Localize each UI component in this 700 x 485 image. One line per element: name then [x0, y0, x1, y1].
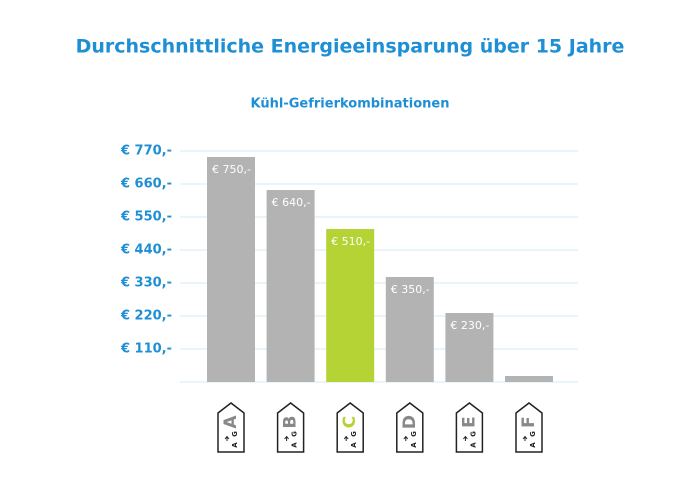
bar	[326, 229, 375, 382]
chart-title: Durchschnittliche Energieeinsparung über…	[76, 36, 625, 58]
scale-arrow	[463, 435, 468, 441]
scale-arrow	[403, 435, 409, 441]
scale-label: G	[231, 431, 239, 437]
value-label: € 350,-	[391, 283, 430, 296]
energy-label-shape	[515, 402, 543, 453]
value-label: € 640,-	[272, 196, 311, 209]
energy-label: C AG	[336, 402, 364, 453]
x-tick-label: B	[281, 416, 301, 429]
y-tick-label: € 440,-	[120, 243, 172, 258]
scale-label: G	[529, 431, 537, 437]
x-tick-label: A	[221, 415, 241, 429]
y-tick-label: € 770,-	[120, 144, 172, 159]
chart-subtitle: Kühl-Gefrierkombinationen	[251, 97, 450, 112]
x-tick-label: C	[340, 416, 360, 428]
bar	[505, 376, 553, 382]
scale-label: G	[410, 431, 418, 437]
y-tick-label: € 220,-	[120, 309, 172, 324]
energy-label: A AG	[217, 402, 245, 453]
value-label: € 750,-	[212, 163, 251, 176]
energy-label-shape	[276, 402, 305, 453]
scale-label: A	[291, 442, 299, 448]
value-label: € 510,-	[331, 235, 370, 248]
scale-label: G	[350, 431, 358, 437]
energy-label: B AG	[276, 402, 305, 453]
bar	[266, 190, 315, 382]
energy-label: D AG	[396, 402, 424, 453]
energy-label: E AG	[455, 402, 484, 453]
scale-arrow	[224, 435, 230, 441]
scale-label: A	[350, 442, 358, 448]
scale-label: G	[469, 431, 477, 437]
x-tick-label: F	[519, 416, 539, 428]
bar	[385, 277, 434, 382]
energy-label-shape	[396, 402, 424, 453]
energy-label-shape	[336, 402, 364, 453]
y-tick-label: € 330,-	[120, 276, 172, 291]
bar	[445, 313, 494, 382]
scale-label: A	[529, 442, 537, 448]
energy-label: F AG	[515, 402, 543, 453]
x-tick-label: E	[459, 416, 479, 428]
scale-label: G	[291, 431, 299, 437]
value-label: € 230,-	[450, 319, 489, 332]
x-tick-label: D	[400, 415, 420, 429]
scale-arrow	[343, 435, 349, 441]
y-tick-label: € 110,-	[120, 342, 172, 357]
scale-arrow	[284, 435, 289, 441]
scale-label: A	[469, 442, 477, 448]
bar	[207, 157, 255, 382]
scale-arrow	[522, 435, 528, 441]
y-tick-label: € 550,-	[120, 210, 172, 225]
energy-label-shape	[455, 402, 484, 453]
energy-label-shape	[217, 402, 245, 453]
y-tick-label: € 660,-	[120, 177, 172, 192]
scale-label: A	[410, 442, 418, 448]
scale-label: A	[231, 442, 239, 448]
